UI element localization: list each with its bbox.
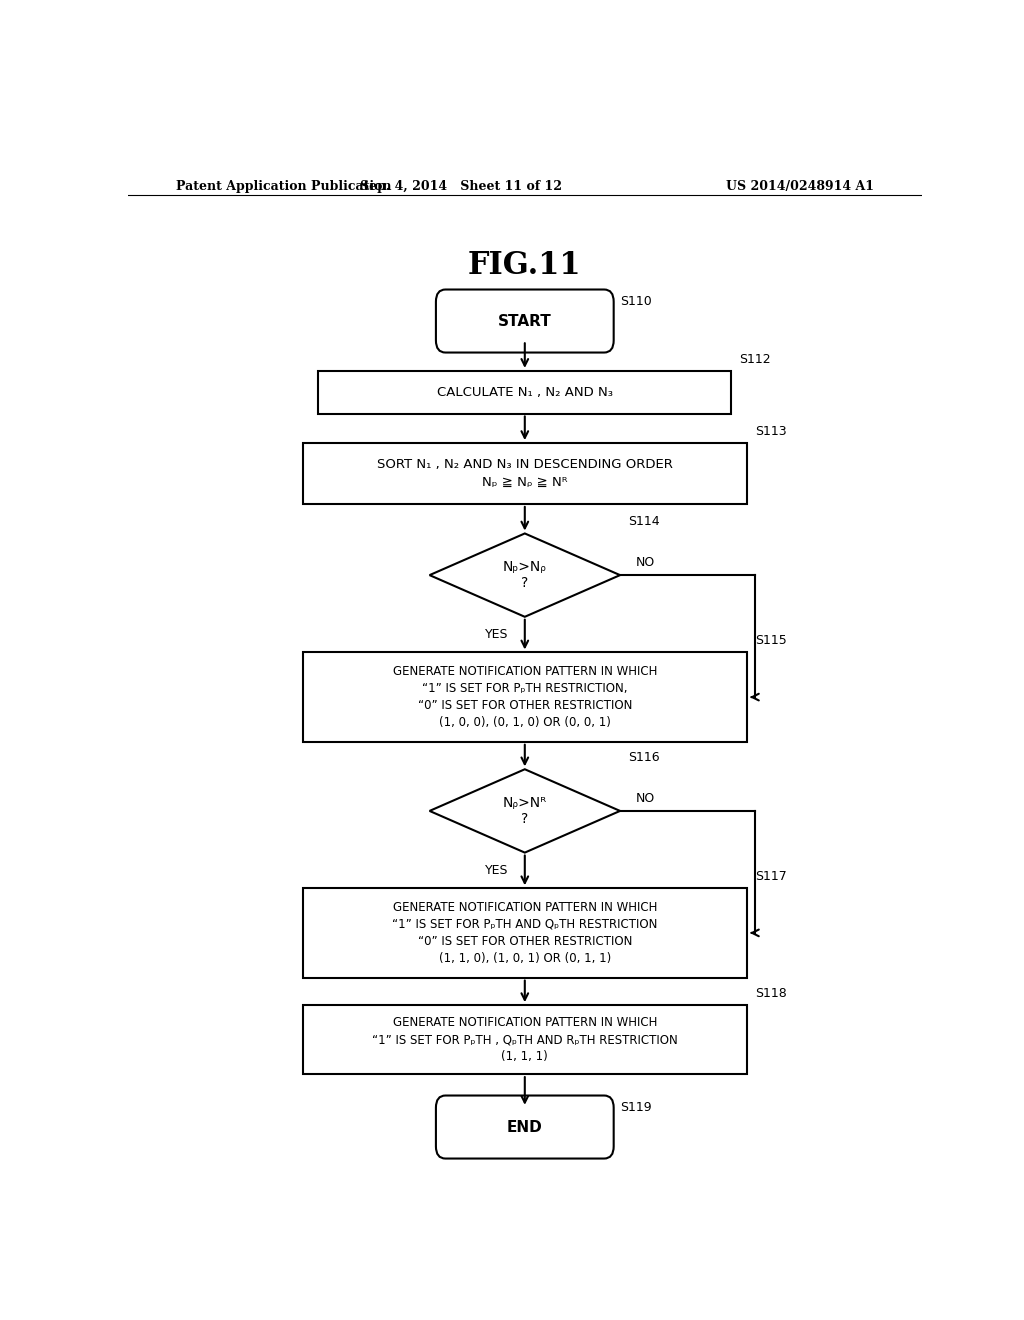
Text: S118: S118: [755, 987, 786, 1001]
Text: Sep. 4, 2014   Sheet 11 of 12: Sep. 4, 2014 Sheet 11 of 12: [360, 181, 562, 193]
Text: S113: S113: [755, 425, 786, 438]
Text: GENERATE NOTIFICATION PATTERN IN WHICH
“1” IS SET FOR PₚTH , QₚTH AND RₚTH RESTR: GENERATE NOTIFICATION PATTERN IN WHICH “…: [372, 1016, 678, 1063]
Bar: [303, 652, 748, 742]
Bar: [303, 888, 748, 978]
Text: S112: S112: [739, 352, 771, 366]
Polygon shape: [430, 533, 620, 616]
Text: YES: YES: [485, 628, 509, 642]
Text: CALCULATE N₁ , N₂ AND N₃: CALCULATE N₁ , N₂ AND N₃: [437, 385, 612, 399]
FancyBboxPatch shape: [436, 1096, 613, 1159]
Text: S116: S116: [628, 751, 659, 764]
Text: US 2014/0248914 A1: US 2014/0248914 A1: [726, 181, 873, 193]
Text: NO: NO: [636, 792, 655, 805]
Text: S119: S119: [620, 1101, 651, 1114]
FancyBboxPatch shape: [436, 289, 613, 352]
Bar: [303, 444, 748, 504]
Polygon shape: [430, 770, 620, 853]
Text: START: START: [498, 314, 552, 329]
Bar: [303, 1005, 748, 1074]
Text: S117: S117: [755, 870, 786, 883]
Text: Patent Application Publication: Patent Application Publication: [176, 181, 391, 193]
Text: S114: S114: [628, 515, 659, 528]
Text: S110: S110: [620, 296, 652, 308]
Bar: [318, 371, 731, 413]
Text: END: END: [507, 1119, 543, 1134]
Text: Nₚ>Nᵨ
?: Nₚ>Nᵨ ?: [503, 560, 547, 590]
Text: GENERATE NOTIFICATION PATTERN IN WHICH
“1” IS SET FOR PₚTH RESTRICTION,
“0” IS S: GENERATE NOTIFICATION PATTERN IN WHICH “…: [392, 665, 657, 729]
Text: FIG.11: FIG.11: [468, 249, 582, 281]
Text: SORT N₁ , N₂ AND N₃ IN DESCENDING ORDER
Nₚ ≧ Nᵨ ≧ Nᴿ: SORT N₁ , N₂ AND N₃ IN DESCENDING ORDER …: [377, 458, 673, 488]
Text: S115: S115: [755, 635, 786, 647]
Text: Nᵨ>Nᴿ
?: Nᵨ>Nᴿ ?: [503, 796, 547, 826]
Text: GENERATE NOTIFICATION PATTERN IN WHICH
“1” IS SET FOR PₚTH AND QₚTH RESTRICTION
: GENERATE NOTIFICATION PATTERN IN WHICH “…: [392, 900, 657, 965]
Text: YES: YES: [485, 863, 509, 876]
Text: NO: NO: [636, 557, 655, 569]
